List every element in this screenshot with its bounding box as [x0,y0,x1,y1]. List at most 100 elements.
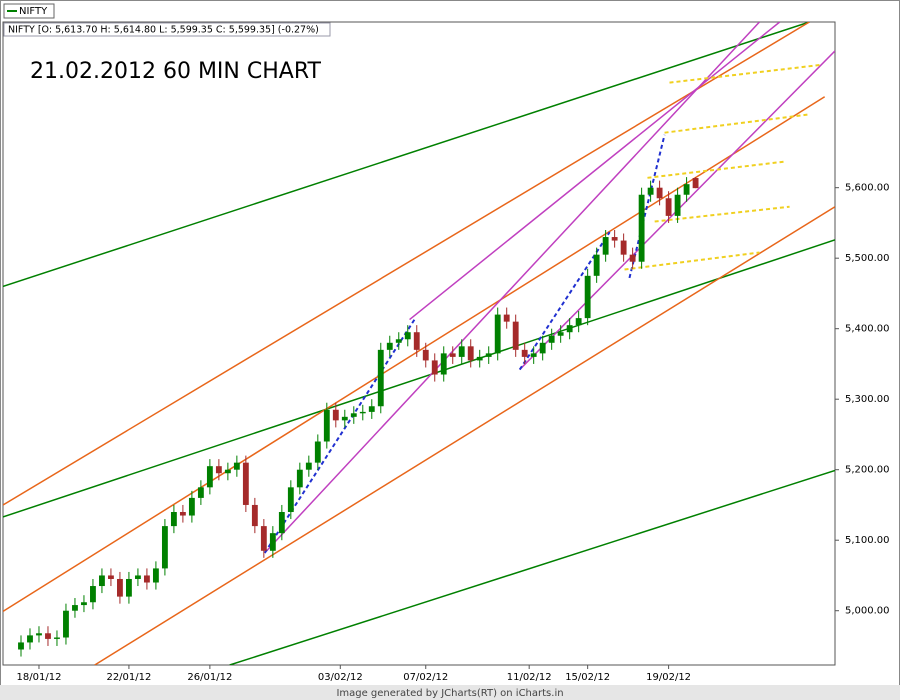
candle-body [170,512,177,527]
candle-body [179,512,186,516]
candle-body [72,605,78,611]
trendline [664,113,810,134]
candle-body [413,332,420,350]
candle-body [395,339,402,343]
candle-body [521,349,528,357]
candle-body [233,462,240,470]
trendline [3,22,810,506]
candle-body [512,321,519,350]
candle-body [350,413,357,417]
y-tick-label: 5,600.00 [845,183,890,194]
trendline [647,160,785,179]
x-tick-label: 26/01/12 [187,672,232,683]
candle-body [503,314,510,322]
legend-box [3,3,55,19]
candle-body [197,487,204,498]
info-box [3,22,331,37]
candle-body [674,194,681,216]
legend-label: NIFTY [19,6,48,17]
candle-body [323,409,330,442]
trendline [3,96,826,613]
candle-body [566,325,573,333]
candle-body [90,586,96,603]
candle-body [117,578,123,597]
candle-body [476,356,483,361]
candle-body [647,187,654,195]
candle-body [296,469,303,488]
candle-body [593,254,600,276]
candle-body [314,441,321,463]
x-tick-label: 07/02/12 [403,672,448,683]
candle-body [305,462,312,470]
trendline [264,22,760,554]
candle-body [611,237,618,241]
footer-bar [0,685,900,700]
candle-body [467,346,474,361]
trendline [263,318,416,554]
candle-body [539,342,546,354]
candle-body [152,568,159,583]
candle-body [449,353,456,357]
x-tick-label: 22/01/12 [106,672,151,683]
candle-body [431,360,438,375]
candle-body [134,575,141,579]
candle-body [54,637,60,639]
y-tick-label: 5,000.00 [845,606,890,617]
y-tick-label: 5,300.00 [845,394,890,405]
candle-body [260,526,267,551]
candle-body [269,533,276,551]
candle-body [656,187,663,199]
candle-body [27,635,33,643]
candle-body [287,487,294,513]
candle-body [665,198,672,216]
candle-body [584,275,591,319]
y-tick-label: 5,200.00 [845,465,890,476]
candle-body [386,342,393,350]
y-tick-label: 5,500.00 [845,253,890,264]
candle-body [557,332,564,336]
candle-body [332,409,339,421]
plot-layer [3,22,835,665]
x-tick-label: 03/02/12 [318,672,363,683]
trendline [229,469,835,665]
candle-body [404,332,411,340]
trendline [669,64,820,84]
candle-body [242,462,249,505]
trendline [3,239,835,518]
x-tick-label: 19/02/12 [646,672,691,683]
candle-body [45,633,51,639]
candle-body [458,346,465,357]
chart-title: 21.02.2012 60 MIN CHART [30,59,322,84]
candle-body [602,237,609,255]
candle-body [683,184,690,195]
candle-body [359,411,366,414]
trendline [3,22,810,288]
trendline [409,22,781,321]
candle-body [368,406,375,412]
candle-body [692,178,699,189]
candle-body [548,335,555,343]
candle-body [629,254,636,262]
x-tick-label: 18/01/12 [17,672,62,683]
candle-body [377,349,384,407]
candle-body [224,469,231,474]
candle-body [108,575,114,579]
candle-body [485,353,492,357]
candle-body [341,416,348,421]
candle-body [638,194,645,262]
trendline [624,251,760,271]
candle-body [215,466,222,474]
x-tick-label: 11/02/12 [507,672,552,683]
trendline [628,134,666,279]
candle-body [161,526,168,569]
footer: Image generated by JCharts(RT) on iChart… [336,688,563,699]
candle-body [440,353,447,375]
x-tick-label: 15/02/12 [565,672,610,683]
candle-body [620,240,627,255]
candle-body [206,466,213,488]
info-line: NIFTY [O: 5,613.70 H: 5,614.80 L: 5,599.… [8,25,319,36]
candle-body [81,602,87,606]
candle-body [99,575,105,587]
